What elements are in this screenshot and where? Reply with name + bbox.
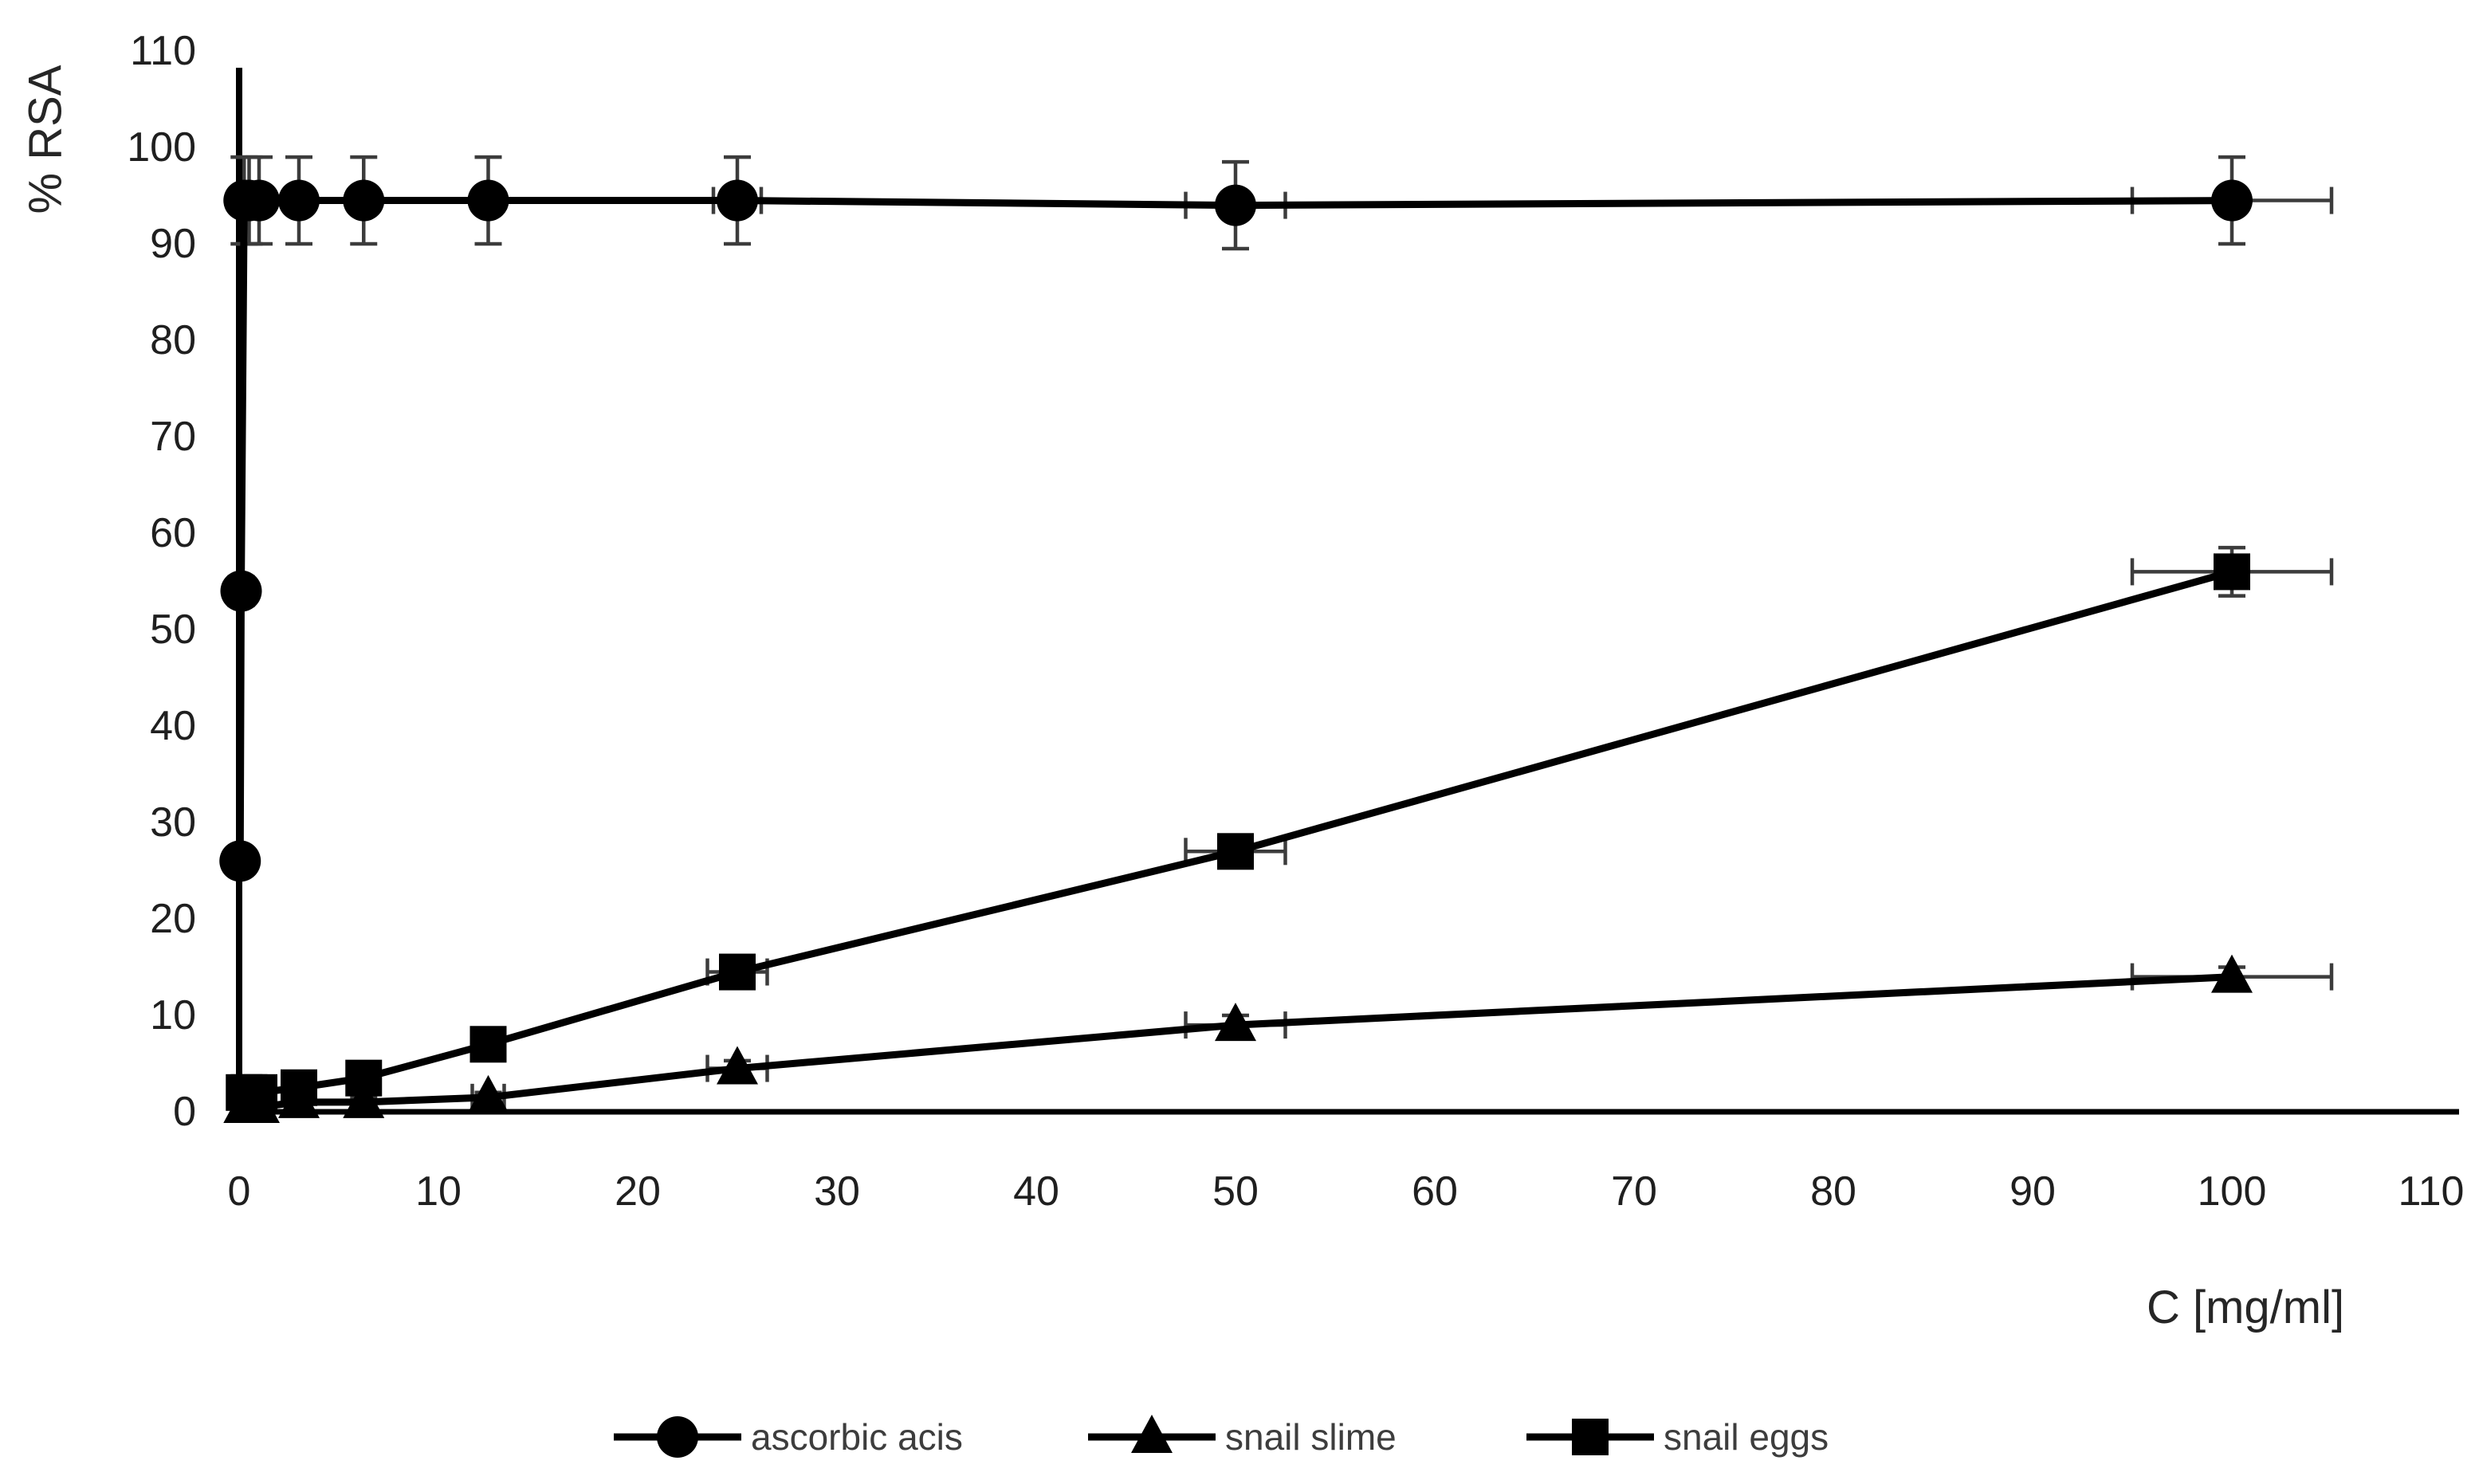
data-point-marker [345,1059,383,1097]
x-tick-label: 60 [1412,1168,1458,1215]
data-point-marker [238,179,280,222]
series-line [236,197,2233,862]
data-point-marker [2211,179,2253,222]
x-tick-label: 100 [2198,1168,2267,1215]
y-tick-label: 70 [150,414,196,460]
legend-item-snail-slime: snail slime [1088,1415,1397,1458]
y-tick-label: 30 [150,799,196,846]
legend-marker-triangle [1131,1415,1173,1453]
legend-item-snail-eggs: snail eggs [1526,1416,1829,1458]
data-point-marker [469,1026,507,1063]
series-ascorbic-acis [219,155,2334,882]
data-point-marker [717,1046,758,1085]
y-tick-label: 110 [130,28,196,74]
y-tick-label: 40 [150,703,196,749]
y-tick-label: 0 [173,1089,196,1135]
data-point-marker [220,570,262,612]
data-point-marker [278,179,320,222]
legend-label: snail eggs [1664,1416,1829,1458]
data-point-marker [219,840,261,882]
series-line [244,973,2233,1111]
data-point-marker [1217,833,1254,870]
x-tick-label: 30 [814,1168,860,1215]
y-tick-label: 60 [150,510,196,556]
data-point-marker [2211,954,2253,993]
data-point-marker [281,1069,317,1106]
y-tick-label: 80 [150,317,196,363]
data-point-marker [717,179,758,222]
series-snail-slime [223,954,2334,1123]
data-point-marker [2214,553,2250,591]
x-tick-label: 20 [615,1168,661,1215]
y-tick-label: 50 [150,607,196,653]
x-tick-label: 110 [2398,1168,2465,1215]
y-axis-title: % RSA [20,65,72,214]
series-snail-eggs [226,545,2334,1111]
data-point-marker [467,179,509,222]
data-point-marker [241,1074,277,1111]
legend-label: snail slime [1225,1416,1397,1458]
x-tick-label: 70 [1611,1168,1657,1215]
data-point-marker [343,1079,385,1118]
legend-item-ascorbic-acis: ascorbic acis [614,1416,963,1458]
legend-marker-circle [657,1416,698,1458]
x-axis-title: C [mg/ml] [2147,1282,2344,1333]
data-point-marker [719,953,756,991]
data-point-marker [467,1074,509,1113]
y-tick-label: 90 [150,221,196,267]
x-tick-label: 80 [1810,1168,1856,1215]
x-tick-label: 0 [228,1168,251,1215]
x-tick-label: 10 [415,1168,462,1215]
y-tick-label: 20 [150,896,196,942]
x-tick-label: 40 [1013,1168,1059,1215]
data-point-marker [1215,184,1256,226]
data-point-marker [343,179,385,222]
x-tick-label: 90 [2009,1168,2056,1215]
x-tick-label: 50 [1212,1168,1259,1215]
y-tick-label: 100 [127,124,196,171]
error-bars [227,155,2334,607]
legend-marker-square [1572,1419,1609,1455]
y-tick-label: 10 [150,992,196,1038]
legend-label: ascorbic acis [751,1416,963,1458]
data-point-marker [1215,1003,1256,1042]
